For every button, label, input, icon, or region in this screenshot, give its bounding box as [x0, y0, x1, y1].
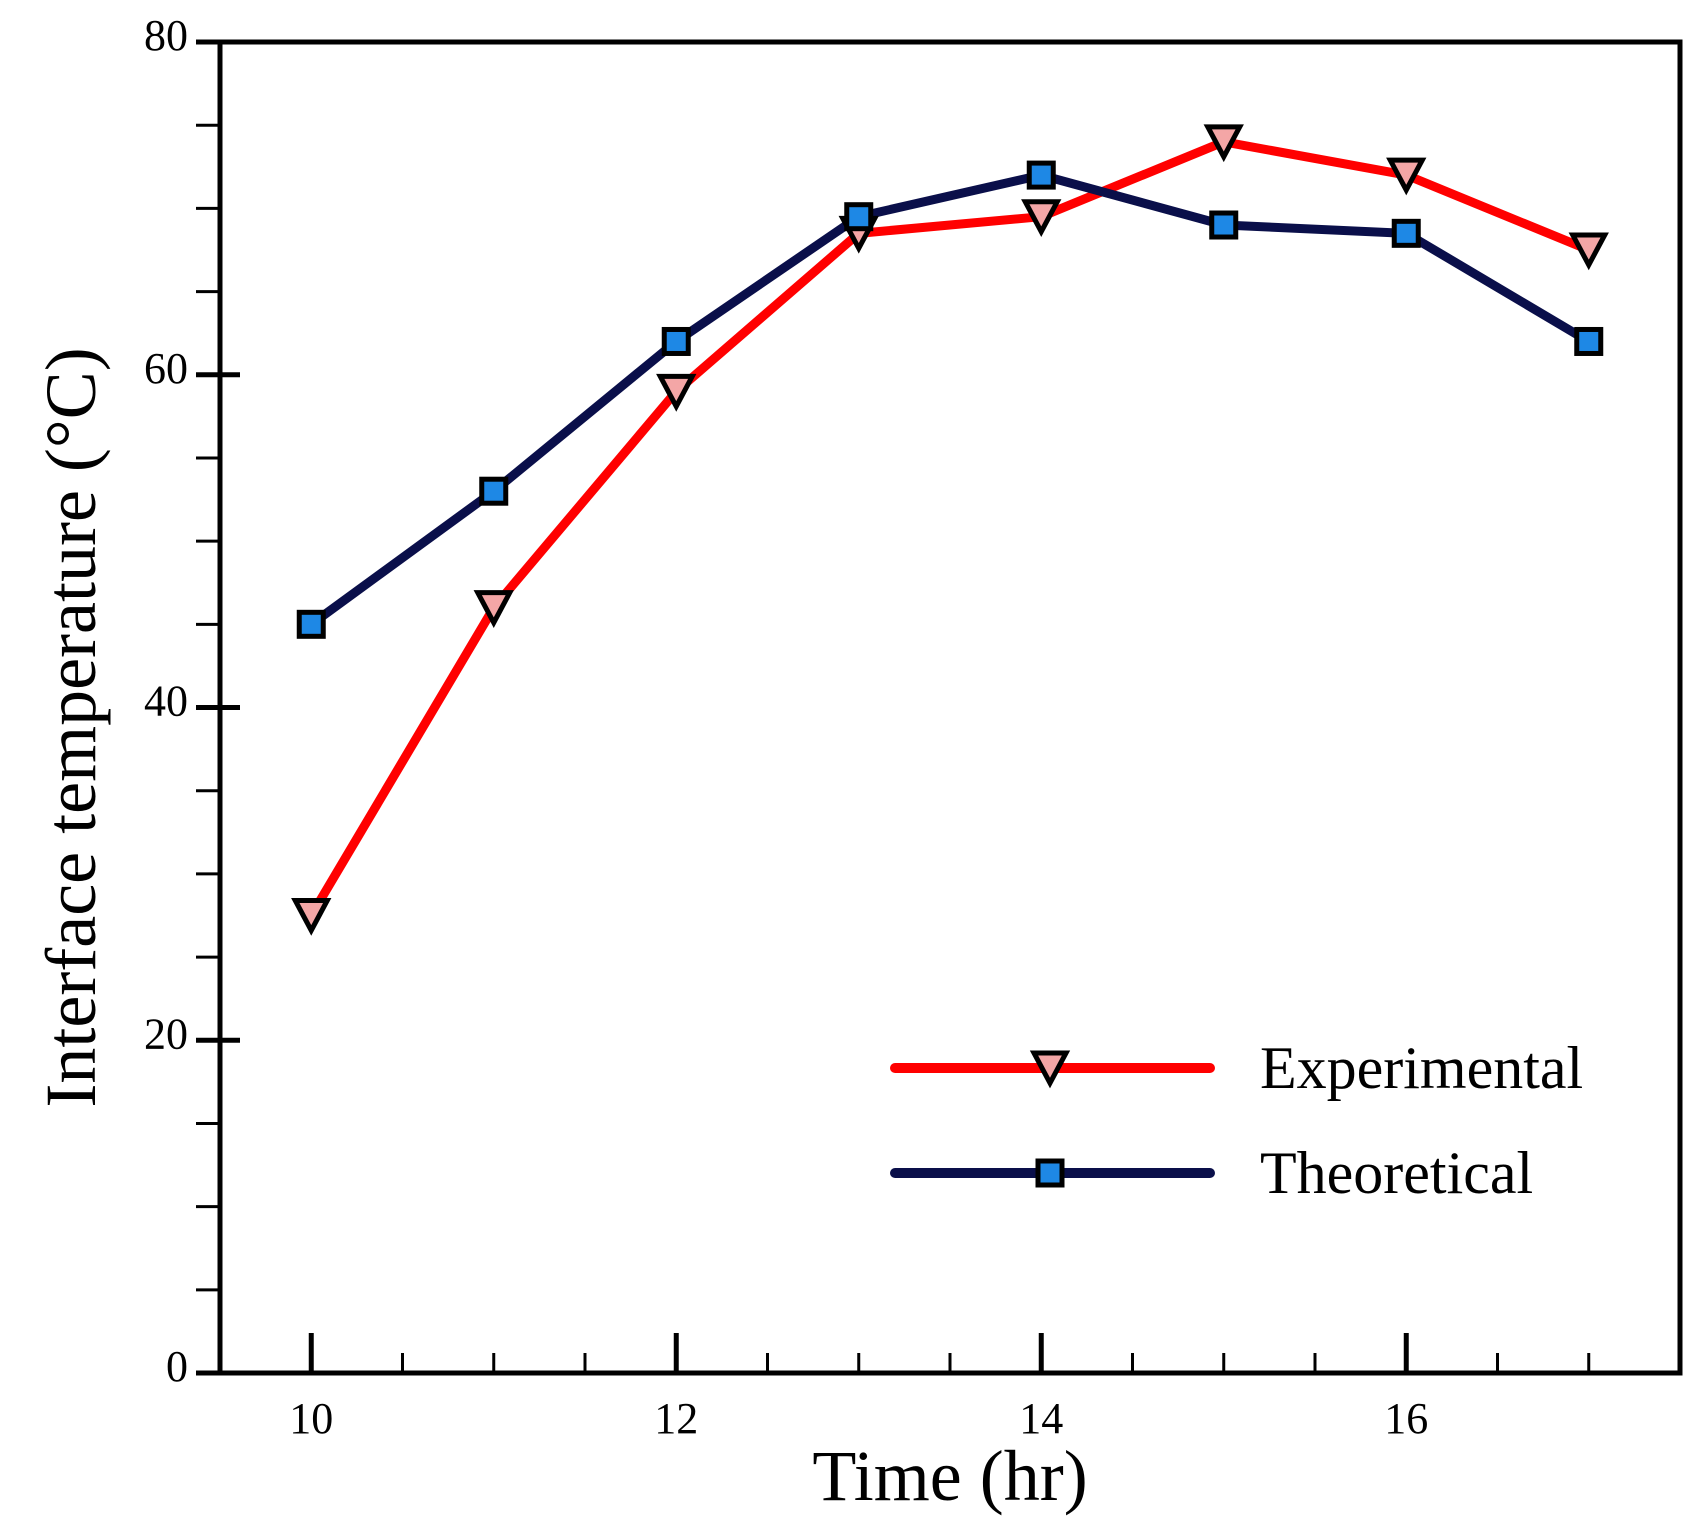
legend-marker-experimental-shape — [1029, 1050, 1071, 1089]
data-point-theoretical — [844, 202, 874, 232]
y-tick-label: 40 — [144, 677, 188, 726]
x-tick-label: 10 — [289, 1394, 333, 1443]
x-tick-label: 14 — [1019, 1394, 1063, 1443]
data-point-theoretical — [296, 609, 326, 639]
series-lines — [307, 137, 1592, 918]
legend: Experimental Theoretical — [890, 1035, 1583, 1206]
legend-marker-theoretical-shape — [1035, 1158, 1065, 1188]
y-axis-title: Interface temperature (°C) — [31, 347, 111, 1107]
legend-marker-experimental — [1029, 1050, 1071, 1089]
legend-entry-experimental: Experimental — [890, 1035, 1583, 1101]
plot-frame — [217, 39, 1683, 1376]
legend-entry-theoretical: Theoretical — [890, 1140, 1533, 1206]
x-tick-label: 12 — [654, 1394, 698, 1443]
data-point-theoretical — [1391, 218, 1421, 248]
data-point-experimental — [1203, 124, 1244, 163]
x-axis-title: Time (hr) — [812, 1436, 1087, 1516]
y-tick-label: 60 — [144, 344, 188, 393]
data-point-experimental — [1021, 199, 1062, 238]
data-point-experimental — [291, 897, 332, 936]
data-point-experimental — [1386, 157, 1427, 196]
data-point-experimental — [656, 373, 697, 412]
data-point-experimental — [1568, 232, 1609, 271]
data-point-theoretical — [661, 326, 691, 356]
tick-labels: 0 20 40 60 80 10 12 14 16 — [144, 11, 1428, 1443]
y-tick-label: 0 — [166, 1342, 188, 1391]
x-tick-label: 16 — [1384, 1394, 1428, 1443]
data-point-theoretical — [479, 476, 509, 506]
y-tick-label: 20 — [144, 1009, 188, 1058]
legend-label-experimental: Experimental — [1260, 1035, 1583, 1101]
data-point-theoretical — [1209, 210, 1239, 240]
data-point-experimental — [473, 590, 514, 628]
series-line-experimental — [307, 137, 1591, 918]
data-point-theoretical — [1574, 326, 1604, 356]
legend-label-theoretical: Theoretical — [1260, 1140, 1533, 1206]
y-tick-label: 80 — [144, 11, 188, 60]
data-point-theoretical — [1026, 160, 1056, 190]
legend-marker-theoretical — [1035, 1158, 1065, 1188]
series-markers — [291, 124, 1609, 936]
series-line-theoretical — [308, 170, 1592, 628]
